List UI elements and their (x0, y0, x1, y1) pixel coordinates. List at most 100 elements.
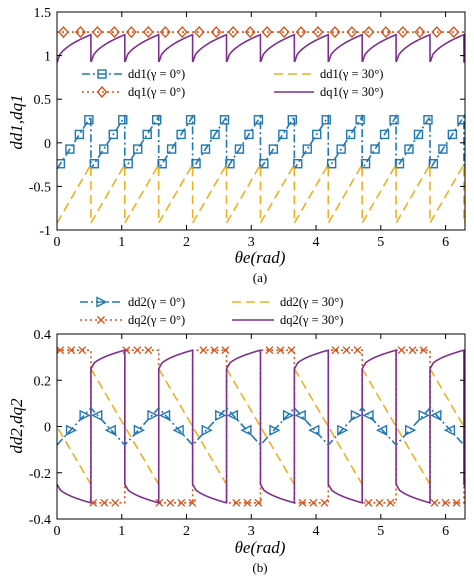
chart-b-series-marker (199, 346, 208, 355)
chart-a-legend-label: dq1(γ = 30°) (320, 85, 383, 99)
chart-a-series-marker (142, 26, 154, 39)
chart-a-series-marker (123, 159, 133, 169)
chart-b-legend-marker (97, 316, 105, 324)
chart-b-series-marker (375, 424, 388, 436)
chart-b-xlabel: θe(rad) (235, 538, 286, 557)
chart-a-series-marker (261, 26, 273, 39)
chart-b-series-marker (350, 409, 362, 422)
chart-b-series-marker (100, 498, 109, 507)
chart-a-series-marker (91, 26, 103, 39)
chart-b-xtick-label: 4 (313, 524, 320, 539)
chart-b-series-marker (353, 346, 362, 355)
chart-b-series-marker (309, 498, 318, 507)
chart-b-series-marker (337, 424, 349, 436)
chart-b-series-marker (408, 346, 417, 355)
chart-a-series-marker (370, 144, 380, 154)
chart-b-series-marker (133, 424, 145, 436)
chart-b-series-marker (226, 409, 239, 422)
chart-b-series-marker (133, 346, 142, 355)
chart-b-series-marker (362, 409, 374, 422)
chart-a-series-marker (185, 115, 196, 125)
chart-a-series-marker (118, 115, 128, 125)
chart-b-ticks: 0 1 2 3 4 5 6 -0.4 -0.2 0 0.2 0.4 (29, 328, 465, 539)
chart-b-series-marker (430, 498, 439, 507)
chart-a-series-marker (225, 159, 235, 169)
chart-a-series-marker (457, 115, 465, 125)
chart-b-xtick-label: 5 (377, 524, 384, 539)
chart-a-series-marker (159, 26, 171, 39)
chart-b-series-marker (308, 424, 320, 436)
chart-a-xtick-label: 6 (442, 235, 449, 250)
chart-a-panel-label: (a) (253, 270, 267, 285)
chart-b-series-marker (294, 409, 306, 422)
chart-a-legend-box (78, 62, 450, 98)
chart-a-series-marker (345, 129, 356, 140)
chart-a-series-marker (363, 26, 375, 39)
chart-b-series-marker (254, 498, 263, 507)
chart-b-series-marker (147, 409, 159, 422)
chart-a-series-marker (268, 144, 279, 154)
chart-a-series-marker (151, 115, 162, 125)
chart-a-series-marker (329, 26, 341, 39)
chart-a-series-marker (293, 159, 303, 169)
chart-a-legend: dd1(γ = 0°) dd1(γ = 30°) dq1(γ = 0°) dq1(γ … (78, 62, 450, 99)
chart-a-series-marker (142, 129, 152, 140)
chart-b-series-marker (201, 424, 213, 436)
chart-a-series-marker (210, 129, 220, 140)
chart-a-series-marker (133, 144, 143, 154)
chart-a-legend-marker (97, 69, 107, 79)
chart-a-series-marker (346, 26, 358, 39)
chart-a-series-marker (355, 115, 365, 125)
chart-a-series-marker (447, 129, 458, 140)
chart-a-series-marker (428, 159, 439, 169)
chart-a-series-marker (312, 129, 322, 140)
chart-a-series-marker (380, 26, 392, 39)
chart-b-series-marker (122, 346, 131, 355)
chart-a-series-marker (74, 129, 85, 140)
chart-a-series-marker (394, 159, 405, 169)
chart-b-series-marker (158, 409, 171, 422)
chart-b-legend-label: dd2(γ = 30°) (280, 295, 343, 309)
chart-b-series-marker (240, 424, 252, 436)
chart-a-series-marker (234, 144, 245, 154)
chart-b-series-layer (57, 346, 465, 507)
chart-a-xtick-label: 2 (183, 235, 190, 250)
chart-b-series-marker (232, 498, 241, 507)
chart-b-xtick-label: 1 (118, 524, 125, 539)
chart-b-series-marker (419, 346, 428, 355)
chart-b-series-marker (79, 409, 91, 422)
chart-b-series-marker (443, 424, 456, 436)
chart-b-xtick-label: 3 (248, 524, 255, 539)
chart-b-panel-label: (b) (252, 560, 267, 575)
chart-a-series-marker (157, 159, 167, 169)
chart-b-series-marker (188, 498, 197, 507)
chart-a-series-marker (125, 26, 137, 39)
chart-a-series-marker (58, 26, 69, 39)
chart-b-series-marker (166, 498, 175, 507)
chart-b-series-marker (111, 498, 120, 507)
chart-a-series-marker (166, 144, 177, 154)
chart-a-series-marker (423, 115, 433, 125)
chart-b-series-marker (67, 346, 76, 355)
chart-b-legend-label: dd2(γ = 0°) (128, 295, 185, 309)
chart-b-ytick-label: 0.4 (34, 328, 52, 343)
chart-a-xtick-label: 1 (118, 235, 125, 250)
chart-b-series-marker (441, 498, 450, 507)
chart-a-xtick-label: 0 (54, 235, 61, 250)
chart-a-series-marker (414, 26, 426, 39)
chart-b-series-marker (452, 498, 461, 507)
chart-a-ylabel: dd1,dq1 (7, 94, 26, 149)
chart-a-xlabel: θe(rad) (235, 248, 286, 267)
chart-a-series-marker (219, 115, 230, 125)
chart-b-series-marker (221, 346, 230, 355)
chart-b: 0 1 2 3 4 5 6-0.4-0.200.20.4 dd2(γ = 0°) dd2(γ … (7, 295, 466, 575)
chart-b-series-marker (57, 346, 65, 355)
chart-b-series-marker (375, 498, 384, 507)
chart-a-legend-label: dd1(γ = 30°) (320, 67, 383, 81)
chart-b-xtick-label: 0 (54, 524, 61, 539)
chart-a-legend-label: dq1(γ = 0°) (128, 85, 185, 99)
chart-b-series-marker (287, 346, 296, 355)
chart-a-series-marker (259, 159, 269, 169)
chart-a-series-marker (295, 26, 307, 39)
chart-b-series-marker (265, 346, 274, 355)
